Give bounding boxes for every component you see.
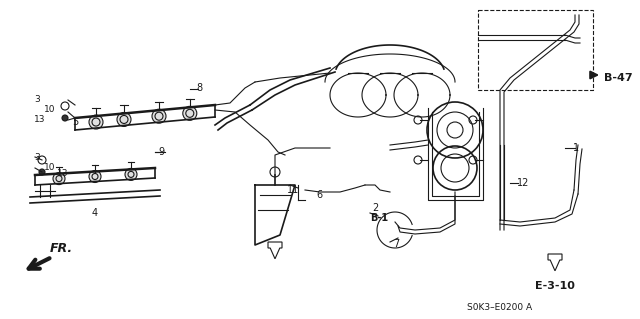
Circle shape xyxy=(117,113,131,126)
Bar xyxy=(478,10,593,90)
Circle shape xyxy=(152,109,166,123)
Text: E-3-10: E-3-10 xyxy=(535,281,575,291)
Text: 4: 4 xyxy=(92,208,98,218)
Circle shape xyxy=(125,168,137,181)
Text: S0K3–E0200 A: S0K3–E0200 A xyxy=(467,303,532,313)
Circle shape xyxy=(62,115,68,121)
Text: B-47: B-47 xyxy=(604,73,632,83)
Circle shape xyxy=(183,106,197,120)
Text: 8: 8 xyxy=(196,83,202,93)
Text: 13: 13 xyxy=(57,169,68,179)
Text: 3: 3 xyxy=(34,152,40,161)
Text: 2: 2 xyxy=(372,203,378,213)
Text: 12: 12 xyxy=(517,178,529,188)
Text: 13: 13 xyxy=(34,115,45,124)
Text: B-1: B-1 xyxy=(370,213,388,223)
Circle shape xyxy=(39,169,45,175)
Text: FR.: FR. xyxy=(50,242,73,255)
Polygon shape xyxy=(268,242,282,259)
Text: 11: 11 xyxy=(287,185,300,195)
Text: 7: 7 xyxy=(393,239,399,249)
Circle shape xyxy=(89,115,103,129)
Text: 3: 3 xyxy=(34,95,40,105)
Circle shape xyxy=(89,170,101,182)
Text: 5: 5 xyxy=(72,117,78,127)
Text: 10: 10 xyxy=(44,106,56,115)
Text: 9: 9 xyxy=(158,147,164,157)
Polygon shape xyxy=(548,254,562,271)
Circle shape xyxy=(53,173,65,185)
Text: 10: 10 xyxy=(44,162,56,172)
Text: 1: 1 xyxy=(573,143,579,153)
Text: 6: 6 xyxy=(316,190,322,200)
